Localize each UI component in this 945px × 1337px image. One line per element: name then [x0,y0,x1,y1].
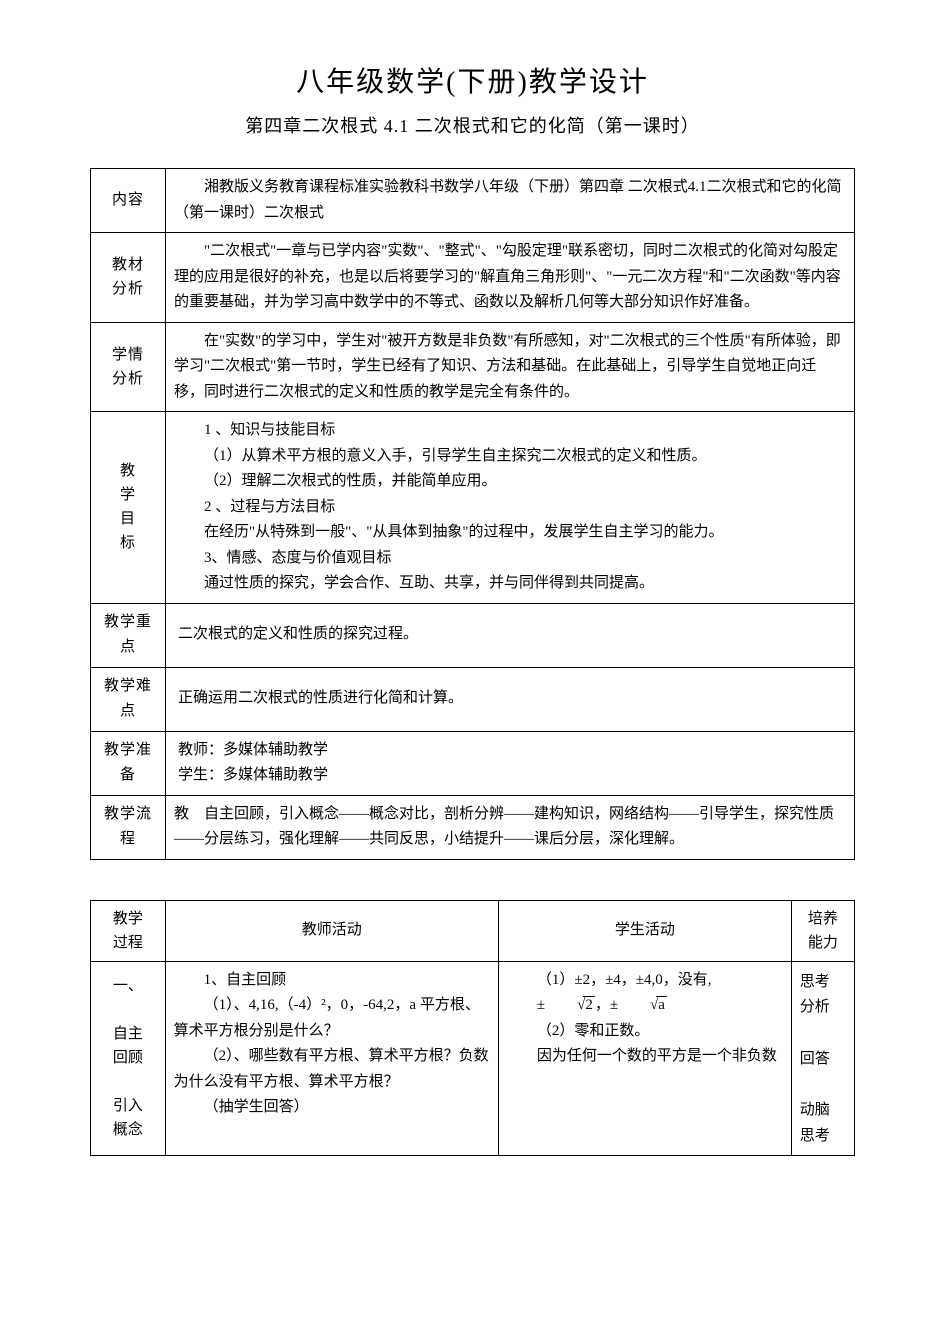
radicand: a [656,996,667,1013]
header-line: 能力 [800,931,846,955]
header-teacher: 教师活动 [165,900,498,961]
row-content: 湘教版义务教育课程标准实验教科书数学八年级（下册）第四章 二次根式4.1二次根式… [166,169,855,233]
prep-line: 教师：多媒体辅助教学 [178,738,846,764]
process-line: 引入 [99,1094,157,1118]
goal-line: （2）理解二次根式的性质，并能简单应用。 [174,469,846,495]
goal-line: 3、情感、态度与价值观目标 [174,546,846,572]
header-line: 教学 [99,907,157,931]
student-line: （2）零和正数。 [507,1019,783,1045]
ability-line: 思考 [800,1124,846,1150]
table-row: 学情 分析 在"实数"的学习中，学生对"被开方数是非负数"有所感知，对"二次根式… [91,322,855,412]
row-content: 二次根式的定义和性质的探究过程。 [166,603,855,667]
label-line: 学情 [99,343,157,367]
goal-line: （1）从算术平方根的意义入手，引导学生自主探究二次根式的定义和性质。 [174,444,846,470]
process-line: 回顾 [99,1046,157,1070]
content-text: 在"实数"的学习中，学生对"被开方数是非负数"有所感知，对"二次根式的三个性质"… [174,329,846,406]
process-line: 自主 [99,1022,157,1046]
row-content: 正确运用二次根式的性质进行化简和计算。 [166,667,855,731]
sqrt-icon: 2 [545,993,595,1019]
table-header-row: 教学 过程 教师活动 学生活动 培养 能力 [91,900,855,961]
main-title: 八年级数学(下册)教学设计 [90,60,855,100]
header-process: 教学 过程 [91,900,166,961]
row-label-prep: 教学准备 [91,731,166,795]
table-row: 内容 湘教版义务教育课程标准实验教科书数学八年级（下册）第四章 二次根式4.1二… [91,169,855,233]
row-content: 1 、知识与技能目标 （1）从算术平方根的意义入手，引导学生自主探究二次根式的定… [166,412,855,604]
student-cell: （1）±2，±4，±4,0，没有, ±2，± a （2）零和正数。 因为任何一个数… [498,961,791,1156]
table-row: 教 学 目 标 1 、知识与技能目标 （1）从算术平方根的意义入手，引导学生自主… [91,412,855,604]
process-cell: 一、 自主 回顾 引入 概念 [91,961,166,1156]
row-label-content: 内容 [91,169,166,233]
row-content: 教师：多媒体辅助教学 学生：多媒体辅助教学 [166,731,855,795]
label-line: 分析 [99,367,157,391]
teaching-process-table: 教学 过程 教师活动 学生活动 培养 能力 一、 自主 回顾 引入 概念 [90,900,855,1157]
row-content: 教 自主回顾，引入概念——概念对比，剖析分辨——建构知识，网络结构——引导学生，… [166,795,855,859]
comma-pm: ，± [595,997,618,1013]
ability-line: 回答 [800,1047,846,1073]
row-label-difficulty: 教学难点 [91,667,166,731]
goal-line: 2 、过程与方法目标 [174,495,846,521]
student-line: （1）±2，±4，±4,0，没有, [507,968,783,994]
row-content: 在"实数"的学习中，学生对"被开方数是非负数"有所感知，对"二次根式的三个性质"… [166,322,855,412]
process-line [99,1070,157,1094]
table-row: 教学准备 教师：多媒体辅助教学 学生：多媒体辅助教学 [91,731,855,795]
label-line: 标 [99,531,157,555]
label-line: 教 [99,459,157,483]
process-line [99,998,157,1022]
student-text: （1）±2，±4，±4,0，没有, [537,972,712,988]
teacher-line: （1）、4,16,（-4）²，0，-64,2，a 平方根、算术平方根分别是什么？ [174,993,490,1044]
table-row: 教学重点 二次根式的定义和性质的探究过程。 [91,603,855,667]
table-row: 教学流程 教 自主回顾，引入概念——概念对比，剖析分辨——建构知识，网络结构——… [91,795,855,859]
teacher-line: （2）、哪些数有平方根、算术平方根？负数为什么没有平方根、算术平方根？ [174,1044,490,1095]
content-text: 湘教版义务教育课程标准实验教科书数学八年级（下册）第四章 二次根式4.1二次根式… [174,175,846,226]
teacher-line: 1、自主回顾 [174,968,490,994]
teacher-line: （抽学生回答） [174,1095,490,1121]
header-line: 培养 [800,907,846,931]
ability-cell: 思考 分析 回答 动脑 思考 [791,961,854,1156]
label-line: 教材 [99,253,157,277]
sub-title: 第四章二次根式 4.1 二次根式和它的化简（第一课时） [90,112,855,138]
label-line: 目 [99,507,157,531]
content-text: "二次根式"一章与已学内容"实数"、"整式"、"勾股定理"联系密切，同时二次根式… [174,239,846,316]
row-content: "二次根式"一章与已学内容"实数"、"整式"、"勾股定理"联系密切，同时二次根式… [166,233,855,323]
radicand: 2 [583,996,595,1013]
header-line: 过程 [99,931,157,955]
row-label-situation: 学情 分析 [91,322,166,412]
table-row: 教学难点 正确运用二次根式的性质进行化简和计算。 [91,667,855,731]
ability-line: 分析 [800,995,846,1021]
goal-line: 在经历"从特殊到一般"、"从具体到抽象"的过程中，发展学生自主学习的能力。 [174,520,846,546]
header-ability: 培养 能力 [791,900,854,961]
row-label-material: 教材 分析 [91,233,166,323]
lesson-plan-table: 内容 湘教版义务教育课程标准实验教科书数学八年级（下册）第四章 二次根式4.1二… [90,168,855,860]
label-line: 分析 [99,277,157,301]
ability-line: 动脑 [800,1098,846,1124]
goal-line: 通过性质的探究，学会合作、互助、共享，并与同伴得到共同提高。 [174,571,846,597]
pm-symbol: ± [537,997,545,1013]
teacher-cell: 1、自主回顾 （1）、4,16,（-4）²，0，-64,2，a 平方根、算术平方… [165,961,498,1156]
row-label-keypoint: 教学重点 [91,603,166,667]
process-line: 概念 [99,1118,157,1142]
table-row: 一、 自主 回顾 引入 概念 1、自主回顾 （1）、4,16,（-4）²，0，-… [91,961,855,1156]
row-label-flow: 教学流程 [91,795,166,859]
ability-line: 思考 [800,970,846,996]
prep-line: 学生：多媒体辅助教学 [178,763,846,789]
student-line: 因为任何一个数的平方是一个非负数 [507,1044,783,1070]
student-math-line: ±2，± a [507,993,783,1019]
process-line: 一、 [99,974,157,998]
row-label-goals: 教 学 目 标 [91,412,166,604]
table-row: 教材 分析 "二次根式"一章与已学内容"实数"、"整式"、"勾股定理"联系密切，… [91,233,855,323]
sqrt-icon: a [618,993,667,1019]
header-student: 学生活动 [498,900,791,961]
label-line: 学 [99,483,157,507]
goal-line: 1 、知识与技能目标 [174,418,846,444]
